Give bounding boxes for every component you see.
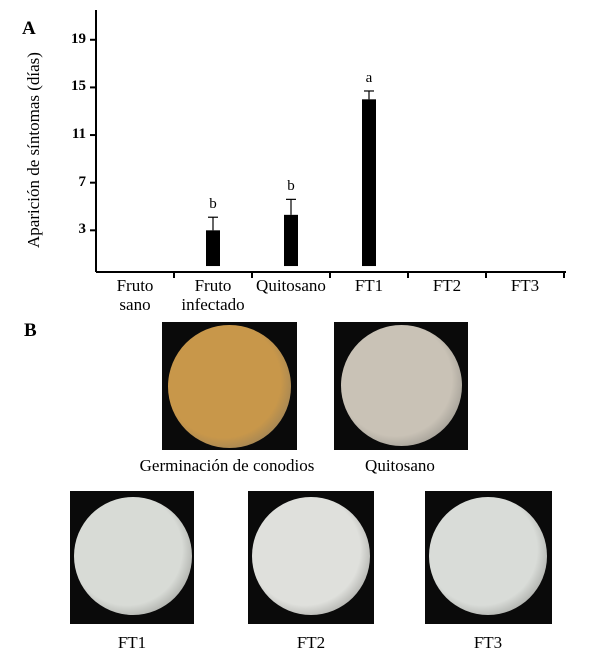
micrograph-ft3 [425,491,552,624]
panel-label-b: B [24,320,37,341]
micrograph-ft1-field [74,497,192,615]
y-tick-label: 7 [78,173,87,190]
micrograph-ft2 [248,491,374,624]
x-category-label: FT1 [354,276,384,295]
micrograph-ft2-field [252,497,370,615]
significance-label: b [287,178,295,195]
x-category-label: FT2 [432,276,462,295]
micrograph-germinacion [162,322,297,450]
micrograph-ft3-field [429,497,547,615]
micrograph-germinacion-label: Germinación de conodios [139,456,315,475]
panel-label-a: A [22,18,36,39]
bar [362,99,376,267]
micrograph-ft3-label: FT3 [473,633,503,652]
micrograph-ft1-label: FT1 [117,633,147,652]
micrograph-quitosano-label: Quitosano [365,456,435,475]
y-tick-label: 3 [78,221,87,238]
y-tick-label: 15 [71,78,86,95]
bar-chart [90,10,566,278]
bar [284,214,298,267]
micrograph-ft2-label: FT2 [296,633,326,652]
x-category-label: FT3 [510,276,540,295]
y-tick-label: 19 [71,30,86,47]
x-category-label: Fruto sano [116,276,154,314]
bar [206,230,220,267]
significance-label: a [365,69,373,86]
x-category-label: Quitosano [256,276,326,295]
significance-label: b [209,196,217,213]
micrograph-quitosano-field [341,325,462,446]
micrograph-germinacion-field [168,325,291,448]
micrograph-quitosano [334,322,468,450]
y-axis-title: Aparición de síntomas (días) [24,52,43,248]
micrograph-ft1 [70,491,194,624]
y-tick-label: 11 [71,126,86,143]
x-category-label: Fruto infectado [181,276,245,314]
